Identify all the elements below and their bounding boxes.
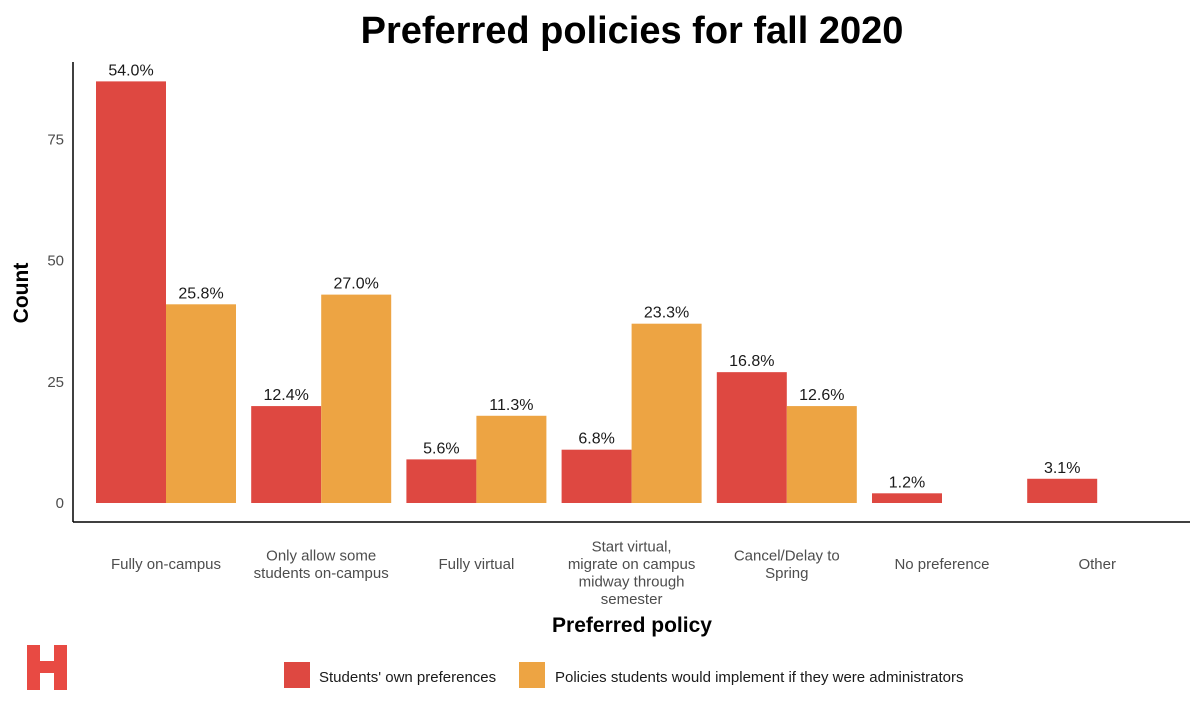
bar: [716, 372, 787, 503]
bar: [321, 294, 392, 503]
bar-data-label: 27.0%: [334, 276, 379, 293]
x-tick-label: No preference: [894, 556, 989, 573]
bar-data-label: 12.6%: [799, 387, 844, 404]
bar: [786, 406, 857, 503]
legend-swatch-administrators: [519, 662, 545, 688]
bar-data-label: 3.1%: [1044, 460, 1080, 477]
bar: [872, 493, 942, 503]
bar: [631, 323, 702, 503]
bar: [406, 459, 477, 503]
x-tick-label: Cancel/Delay to Spring: [734, 547, 840, 582]
bar: [96, 81, 166, 503]
bar-data-label: 11.3%: [489, 397, 533, 414]
bar: [561, 449, 632, 503]
x-tick-label: Only allow some students on-campus: [254, 547, 389, 582]
bar-data-label: 54.0%: [108, 62, 153, 79]
legend: Students' own preferences Policies stude…: [284, 662, 964, 688]
y-tick-label: 0: [56, 495, 64, 512]
x-tick-label: Other: [1078, 556, 1116, 573]
legend-label-students: Students' own preferences: [319, 669, 496, 686]
bar-data-label: 1.2%: [889, 474, 925, 491]
y-tick-label: 75: [47, 132, 64, 149]
legend-swatch-students: [284, 662, 310, 688]
chart-title: Preferred policies for fall 2020: [361, 10, 904, 52]
logo-h-icon: [27, 645, 67, 690]
bar: [476, 415, 547, 503]
bars: [96, 81, 1098, 503]
bar-data-label: 16.8%: [729, 353, 774, 370]
y-axis: 0 25 50 75: [47, 62, 74, 522]
x-tick-label: Fully virtual: [438, 556, 514, 573]
bar-data-label: 23.3%: [644, 305, 689, 322]
x-axis-title: Preferred policy: [552, 614, 712, 637]
y-tick-label: 25: [47, 374, 64, 391]
data-labels: 54.0% 12.4% 5.6% 6.8% 16.8% 1.2% 3.1% 25.8% 27.0…: [108, 62, 1080, 491]
bar-data-label: 12.4%: [264, 387, 309, 404]
bar-data-label: 6.8%: [578, 431, 614, 448]
bar-data-label: 25.8%: [178, 285, 223, 302]
y-axis-title: Count: [10, 263, 33, 324]
x-tick-label: Start virtual, migrate on campus midway th…: [568, 539, 696, 609]
bar: [251, 406, 322, 503]
y-tick-label: 50: [47, 253, 64, 270]
legend-label-administrators: Policies students would implement if the…: [555, 669, 964, 686]
x-tick-label: Fully on-campus: [111, 556, 221, 573]
bar: [1027, 478, 1098, 503]
bar: [166, 304, 236, 503]
category-labels: Fully on-campus Only allow some students o…: [111, 539, 1116, 609]
bar-data-label: 5.6%: [423, 440, 459, 457]
